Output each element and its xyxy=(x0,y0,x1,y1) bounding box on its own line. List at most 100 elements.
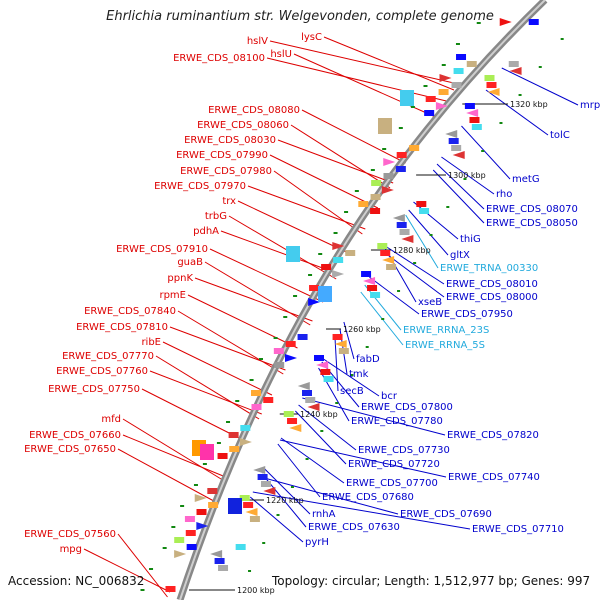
gene-feature xyxy=(332,242,345,250)
kbp-label: 1320 kbp xyxy=(510,100,548,109)
scale-dot xyxy=(560,38,564,40)
scale-dot xyxy=(140,589,145,591)
callout-line xyxy=(432,169,485,224)
gene-feature xyxy=(399,229,410,235)
callout-line xyxy=(117,448,216,503)
gene-feature xyxy=(257,474,268,480)
scale-dot xyxy=(499,122,503,124)
gene-label-erwe_cds_08050: ERWE_CDS_08050 xyxy=(486,218,578,229)
gene-feature xyxy=(285,354,298,362)
scale-dot xyxy=(308,274,313,276)
callout-line xyxy=(301,109,406,164)
kbp-label: 1260 kbp xyxy=(343,325,381,334)
gene-feature xyxy=(165,586,176,592)
gene-feature xyxy=(287,418,298,424)
callout-line xyxy=(386,246,445,285)
gene-feature xyxy=(194,494,207,502)
gene-label-erwe_cds_07710: ERWE_CDS_07710 xyxy=(472,524,564,535)
gene-feature xyxy=(321,264,332,270)
scale-dot xyxy=(441,64,446,66)
callout-line xyxy=(149,370,262,415)
scale-dot xyxy=(149,568,154,570)
gene-label-rho: rho xyxy=(496,189,512,200)
scale-dot xyxy=(162,547,167,549)
gene-feature xyxy=(371,180,382,186)
gene-feature xyxy=(228,432,239,438)
gene-feature xyxy=(345,250,356,256)
gene-feature xyxy=(210,550,223,558)
gene-feature xyxy=(466,109,479,117)
gene-label-metg: metG xyxy=(512,174,540,185)
gene-label-erwe_cds_07730: ERWE_CDS_07730 xyxy=(358,445,450,456)
gene-feature xyxy=(424,110,435,116)
gene-label-tolc: tolC xyxy=(550,130,570,141)
right-callout-lines xyxy=(249,67,579,543)
gene-feature xyxy=(361,271,372,277)
gene-feature xyxy=(401,235,414,243)
callout-line xyxy=(298,404,357,451)
gene-feature xyxy=(208,502,219,508)
gene-feature xyxy=(243,502,254,508)
gene-feature xyxy=(217,453,228,459)
gene-label-rnha: rnhA xyxy=(312,509,336,520)
callout-line xyxy=(252,491,471,530)
gene-feature xyxy=(464,103,475,109)
callout-line xyxy=(277,139,394,184)
callout-line xyxy=(273,170,363,235)
scale-dot xyxy=(171,526,176,528)
gene-feature xyxy=(263,397,274,403)
gene-label-pdha: pdhA xyxy=(193,226,219,237)
gene-feature xyxy=(484,75,495,81)
gene-label-erwe_cds_07760: ERWE_CDS_07760 xyxy=(56,366,148,377)
gene-label-bcr: bcr xyxy=(381,391,398,402)
gene-feature xyxy=(445,130,458,138)
gene-label-ribe: ribE xyxy=(141,337,161,348)
callout-line xyxy=(122,418,227,483)
gene-label-erwe_cds_07680: ERWE_CDS_07680 xyxy=(322,492,414,503)
callout-line xyxy=(369,276,420,315)
gene-feature xyxy=(471,124,482,130)
gene-feature xyxy=(386,264,397,270)
kbp-label: 1220 kbp xyxy=(266,496,304,505)
scale-dot xyxy=(318,253,323,255)
scale-dot xyxy=(193,484,198,486)
gene-label-erwe_cds_08030: ERWE_CDS_08030 xyxy=(184,135,276,146)
callout-line xyxy=(209,248,324,303)
gene-feature xyxy=(314,355,325,361)
gene-feature xyxy=(323,376,334,382)
gene-label-ppnk: ppnK xyxy=(167,273,193,284)
gene-feature xyxy=(499,18,512,26)
gene-label-mrp: mrp xyxy=(580,100,600,111)
gene-feature xyxy=(239,438,252,446)
callout-line xyxy=(461,125,511,180)
gene-feature xyxy=(528,19,539,25)
callout-line xyxy=(290,124,391,189)
scale-dot xyxy=(446,206,450,208)
gene-feature xyxy=(332,270,345,278)
callout-line xyxy=(501,67,579,106)
gene-feature xyxy=(251,404,262,410)
gene-label-rpme: rpmE xyxy=(159,290,186,301)
gene-feature xyxy=(302,390,313,396)
gene-feature xyxy=(370,194,381,200)
scale-dot xyxy=(290,486,294,488)
gene-label-erwe_cds_07740: ERWE_CDS_07740 xyxy=(448,472,540,483)
callout-line xyxy=(343,321,355,360)
gene-feature xyxy=(466,61,477,67)
callout-line xyxy=(187,294,298,349)
callout-line xyxy=(405,214,439,269)
gene-label-erwe_cds_07780: ERWE_CDS_07780 xyxy=(351,416,443,427)
gene-feature xyxy=(200,444,214,460)
gene-feature xyxy=(318,286,332,302)
gene-label-xseb: xseB xyxy=(418,297,442,308)
gene-feature xyxy=(396,222,407,228)
scale-dot xyxy=(276,514,280,516)
gene-feature xyxy=(263,487,276,495)
gene-feature xyxy=(487,88,500,96)
gene-feature xyxy=(316,361,329,369)
callout-line xyxy=(408,209,449,256)
scale-dot xyxy=(381,318,385,320)
gene-feature xyxy=(400,90,414,106)
scale-dot xyxy=(410,106,415,108)
gene-feature xyxy=(174,537,185,543)
